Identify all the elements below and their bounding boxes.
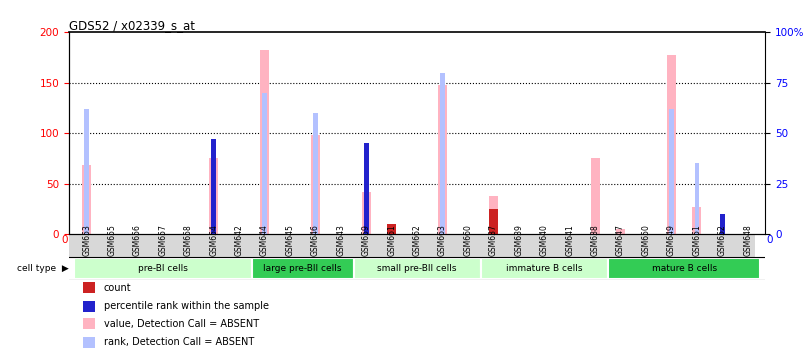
Text: GSM663: GSM663 (438, 224, 447, 256)
Bar (438, 85, 447, 234)
Bar (694, 164, 699, 234)
Bar (209, 159, 218, 234)
Bar (489, 196, 498, 234)
Text: GSM656: GSM656 (133, 224, 142, 256)
Text: small pre-BII cells: small pre-BII cells (377, 264, 457, 273)
Bar (720, 214, 724, 234)
Text: GSM637: GSM637 (489, 224, 498, 256)
Bar (693, 207, 701, 234)
Bar (262, 93, 267, 234)
Bar (83, 282, 96, 293)
Text: GSM639: GSM639 (514, 224, 523, 256)
Bar (608, 258, 761, 279)
Text: GSM650: GSM650 (642, 224, 650, 256)
Text: GSM638: GSM638 (590, 224, 599, 256)
Bar (364, 143, 369, 234)
Bar (313, 113, 318, 234)
Bar (489, 209, 498, 234)
Bar (82, 165, 91, 234)
Text: GSM647: GSM647 (616, 224, 625, 256)
Text: GSM648: GSM648 (743, 224, 752, 256)
Text: GSM652: GSM652 (718, 224, 727, 256)
Text: rank, Detection Call = ABSENT: rank, Detection Call = ABSENT (104, 337, 254, 347)
Text: GSM659: GSM659 (362, 224, 371, 256)
Text: large pre-BII cells: large pre-BII cells (263, 264, 342, 273)
Text: GSM658: GSM658 (184, 224, 193, 256)
Text: GSM662: GSM662 (412, 224, 422, 256)
Bar (616, 229, 625, 234)
Bar (362, 192, 371, 234)
Bar (83, 301, 96, 312)
Text: value, Detection Call = ABSENT: value, Detection Call = ABSENT (104, 319, 259, 329)
Text: GSM655: GSM655 (108, 224, 117, 256)
Text: 0: 0 (62, 235, 68, 245)
Text: count: count (104, 283, 131, 293)
Bar (211, 139, 216, 234)
Text: GSM641: GSM641 (565, 224, 574, 256)
Text: GSM660: GSM660 (463, 224, 472, 256)
Text: GSM661: GSM661 (387, 224, 396, 256)
Bar (84, 109, 89, 234)
Bar (252, 258, 354, 279)
Bar (260, 50, 269, 234)
Text: GDS52 / x02339_s_at: GDS52 / x02339_s_at (69, 19, 195, 32)
Bar (669, 109, 674, 234)
Text: GSM657: GSM657 (159, 224, 168, 256)
Text: GSM649: GSM649 (667, 224, 676, 256)
Bar (480, 258, 608, 279)
Bar (74, 258, 252, 279)
Text: GSM653: GSM653 (82, 224, 92, 256)
Text: 0: 0 (766, 235, 773, 245)
Bar (83, 337, 96, 348)
Bar (387, 224, 396, 234)
Text: mature B cells: mature B cells (651, 264, 717, 273)
Text: GSM644: GSM644 (260, 224, 269, 256)
Text: GSM645: GSM645 (286, 224, 295, 256)
Bar (311, 135, 320, 234)
Text: GSM646: GSM646 (311, 224, 320, 256)
Text: pre-BI cells: pre-BI cells (138, 264, 188, 273)
Text: GSM654: GSM654 (209, 224, 218, 256)
Bar (83, 318, 96, 329)
Text: cell type  ▶: cell type ▶ (16, 264, 68, 273)
Text: GSM642: GSM642 (235, 224, 244, 256)
Text: immature B cells: immature B cells (506, 264, 582, 273)
Bar (354, 258, 480, 279)
Text: GSM651: GSM651 (693, 224, 701, 256)
Bar (590, 159, 599, 234)
Text: GSM640: GSM640 (539, 224, 548, 256)
Text: percentile rank within the sample: percentile rank within the sample (104, 301, 269, 311)
Bar (69, 234, 755, 257)
Bar (441, 72, 445, 234)
Bar (667, 55, 676, 234)
Text: GSM643: GSM643 (336, 224, 345, 256)
